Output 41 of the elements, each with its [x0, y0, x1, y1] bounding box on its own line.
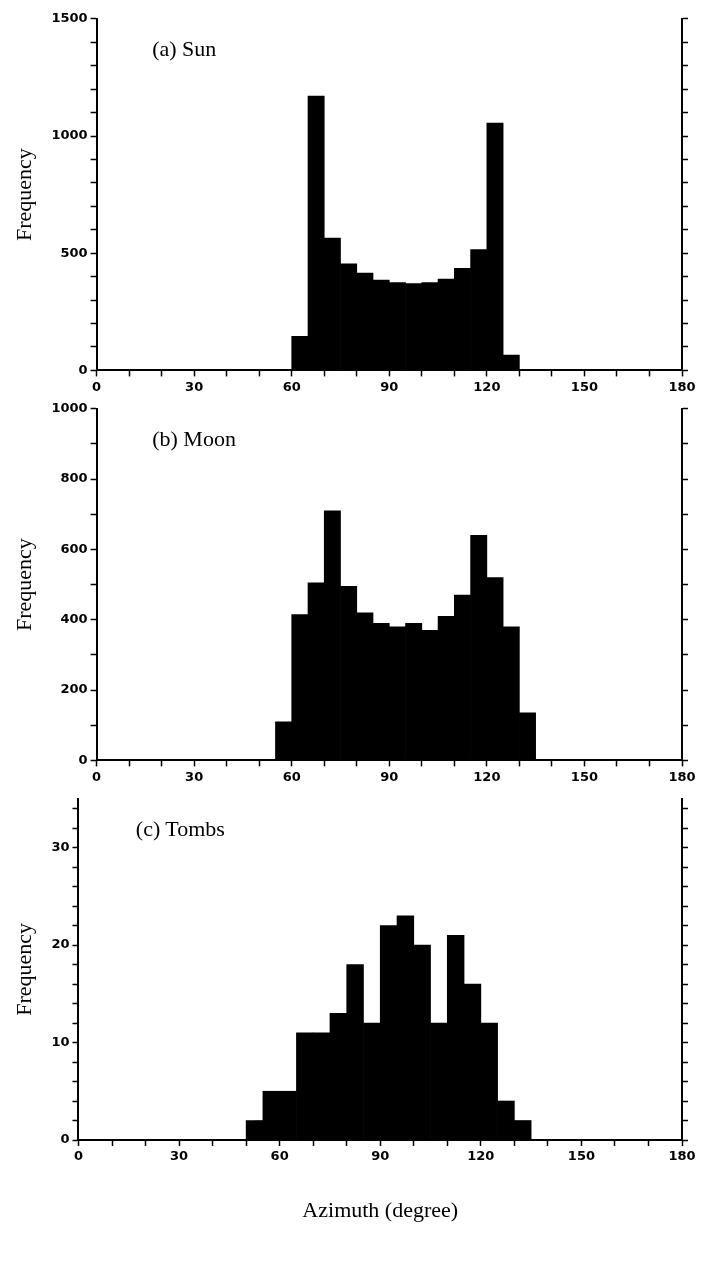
y-tick-label: 500 [60, 244, 88, 260]
x-tick-label: 90 [380, 378, 399, 394]
x-tick-label: 180 [668, 378, 696, 394]
y-tick-label: 1000 [51, 127, 88, 143]
x-tick-label: 60 [282, 378, 301, 394]
y-axis-title: Frequency [10, 148, 36, 242]
text: (a) Sun [152, 35, 217, 61]
x-tick-label: 30 [170, 1148, 189, 1164]
y-tick-label: 600 [60, 540, 88, 556]
x-tick-label: 30 [185, 768, 204, 784]
x-tick-label: 150 [570, 768, 598, 784]
x-tick-label: 60 [270, 1148, 289, 1164]
y-axis-title: Frequency [10, 922, 36, 1016]
x-tick-label: 120 [467, 1148, 495, 1164]
y-tick-label: 800 [60, 470, 88, 486]
x-tick-label: 0 [92, 378, 102, 394]
y-tick-label: 0 [60, 1131, 70, 1147]
x-tick-label: 150 [567, 1148, 595, 1164]
x-tick-label: 120 [473, 378, 501, 394]
x-tick-label: 90 [371, 1148, 390, 1164]
y-axis-title: Frequency [10, 538, 36, 632]
x-tick-label: 150 [570, 378, 598, 394]
x-axis-title: Azimuth (degree) [302, 1196, 459, 1222]
y-tick-label: 20 [51, 936, 70, 952]
y-tick-label: 400 [60, 611, 88, 627]
y-tick-label: 1500 [51, 10, 88, 26]
x-tick-label: 120 [473, 768, 501, 784]
x-tick-label: 180 [668, 768, 696, 784]
y-tick-label: 10 [51, 1033, 70, 1049]
text: (b) Moon [152, 425, 236, 451]
y-tick-label: 1000 [51, 400, 88, 416]
x-tick-label: 90 [380, 768, 399, 784]
x-tick-label: 60 [282, 768, 301, 784]
y-tick-label: 200 [60, 681, 88, 697]
x-tick-label: 30 [185, 378, 204, 394]
text: (c) Tombs [135, 815, 225, 841]
x-tick-label: 0 [92, 768, 102, 784]
y-tick-label: 30 [51, 838, 70, 854]
y-tick-label: 0 [78, 751, 88, 767]
y-tick-label: 0 [78, 361, 88, 377]
x-tick-label: 180 [668, 1148, 696, 1164]
